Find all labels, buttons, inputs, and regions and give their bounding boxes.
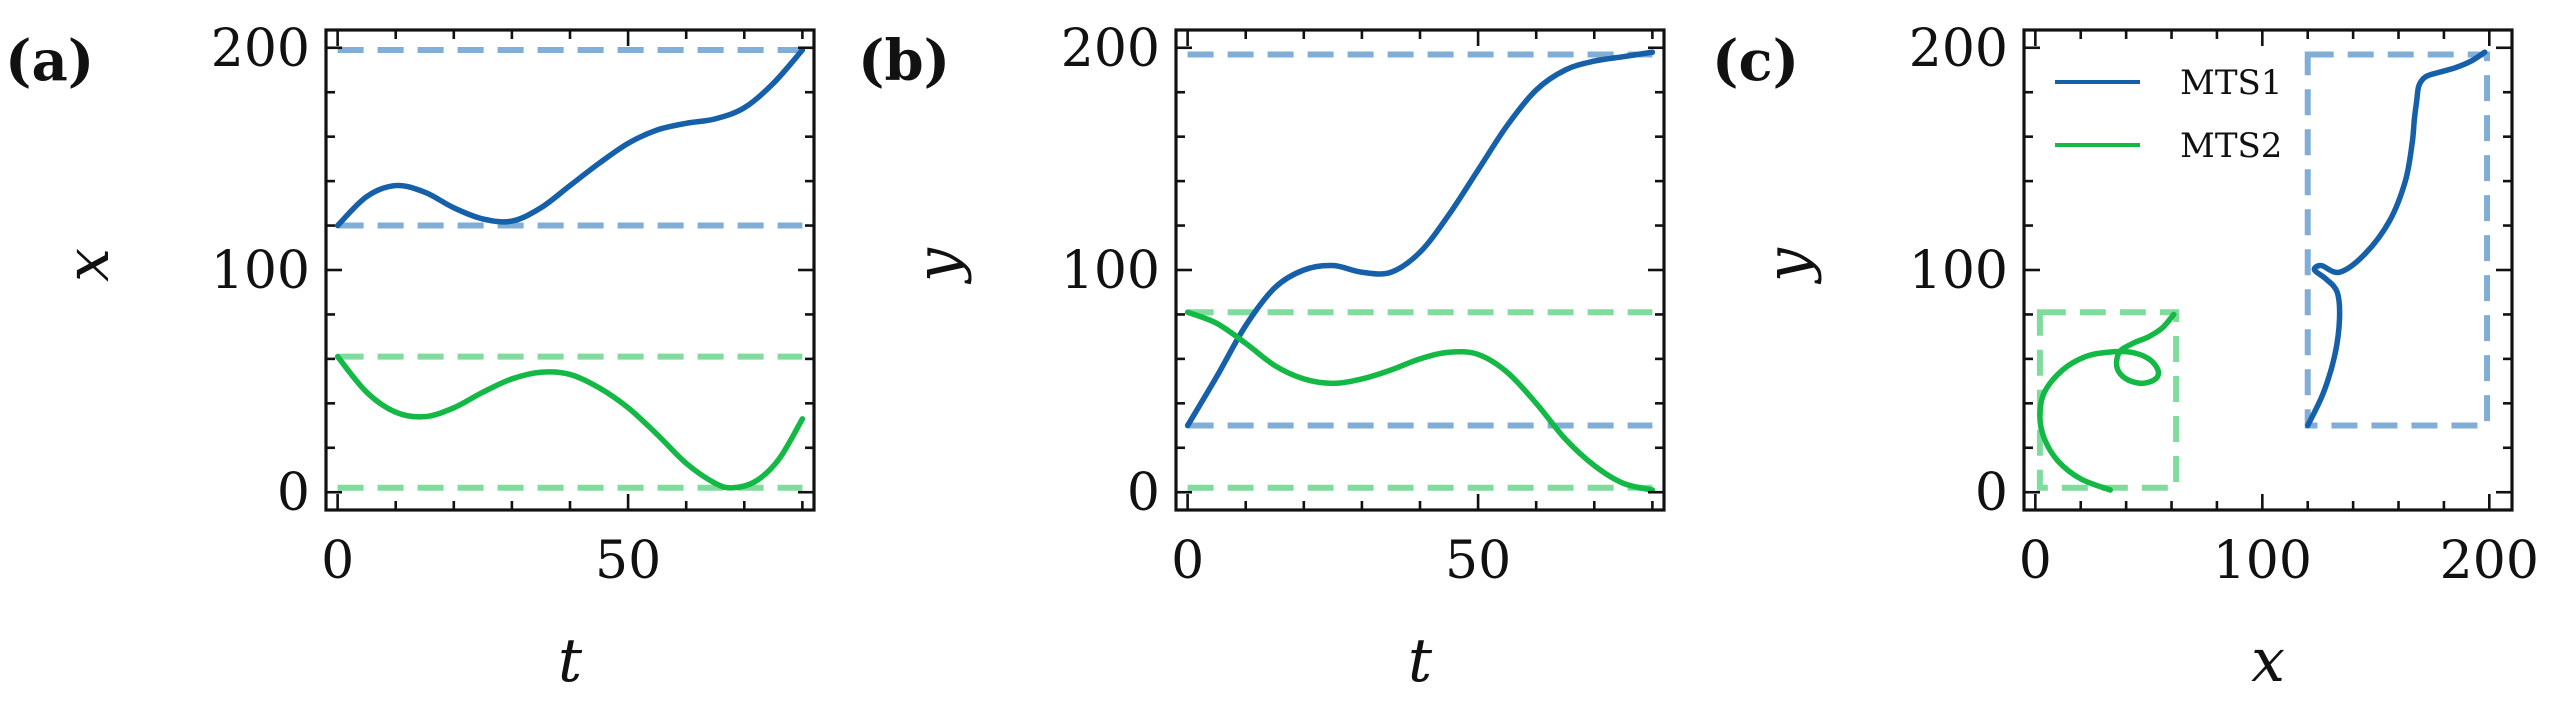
y-tick-label: 200 [1909,19,2008,79]
panel-b-data-layer [1184,49,1656,493]
panel-c-plot-area: 0 100 200 0 100 200 [1909,19,2539,591]
panel-a-x-axis-label: t [558,626,583,696]
panel-c-data-layer [2036,49,2491,493]
x-tick-label: 50 [1445,531,1511,591]
mts1-series-line [2304,49,2488,429]
panel-b-x-axis-label: t [1408,626,1433,696]
panel-b-plot-area: 0 50 0 100 200 [1061,19,1664,591]
x-tick-label: 100 [2213,531,2312,591]
y-tick-label: 0 [277,463,310,523]
y-tick-label: 200 [1061,19,1160,79]
y-tick-label: 100 [1061,241,1160,301]
legend-label-mts1: MTS1 [2180,63,2282,103]
panel-a-data-layer [334,47,806,491]
mts1-series-line [1184,49,1656,429]
panel-a-plot-area: 0 50 0 100 200 [211,19,814,591]
panel-c-y-axis-label: y [1753,247,1823,285]
y-tick-label: 0 [1127,463,1160,523]
panel-b: (b) 0 50 0 100 200 t y [858,19,1666,696]
x-tick-label: 50 [595,531,661,591]
x-tick-label: 0 [321,531,354,591]
mts1-bounding-box [2304,51,2491,429]
panel-label-a: (a) [5,28,94,94]
y-tick-label: 100 [1909,241,2008,301]
panel-a-axes-frame [324,28,816,512]
panel-b-axes-frame [1174,28,1666,512]
panel-c-x-axis-label: x [2251,626,2285,696]
panel-c: (c) 0 100 200 0 100 200 x y MTS1 MTS2 [1712,19,2539,696]
panel-label-c: (c) [1712,28,1799,94]
panel-b-ticks: 0 50 0 100 200 [1061,19,1664,591]
panel-a: (a) 0 50 0 100 200 t x [5,19,816,696]
mts2-series-line [1184,309,1656,493]
x-tick-label: 200 [2440,531,2539,591]
panel-a-ticks: 0 50 0 100 200 [211,19,814,591]
panel-b-y-axis-label: y [903,247,973,285]
y-tick-label: 100 [211,241,310,301]
legend-label-mts2: MTS2 [2180,126,2282,166]
panel-a-y-axis-label: x [53,248,123,282]
panel-c-axes-frame [2022,28,2514,512]
mts2-series-line [2037,311,2177,493]
x-tick-label: 0 [2019,531,2052,591]
mts1-series-line [334,47,806,229]
panel-c-ticks: 0 100 200 0 100 200 [1909,19,2539,591]
x-tick-label: 0 [1171,531,1204,591]
legend: MTS1 MTS2 [2055,63,2282,166]
y-tick-label: 0 [1975,463,2008,523]
y-tick-label: 200 [211,19,310,79]
panel-label-b: (b) [858,28,950,94]
mts2-series-line [334,353,806,491]
